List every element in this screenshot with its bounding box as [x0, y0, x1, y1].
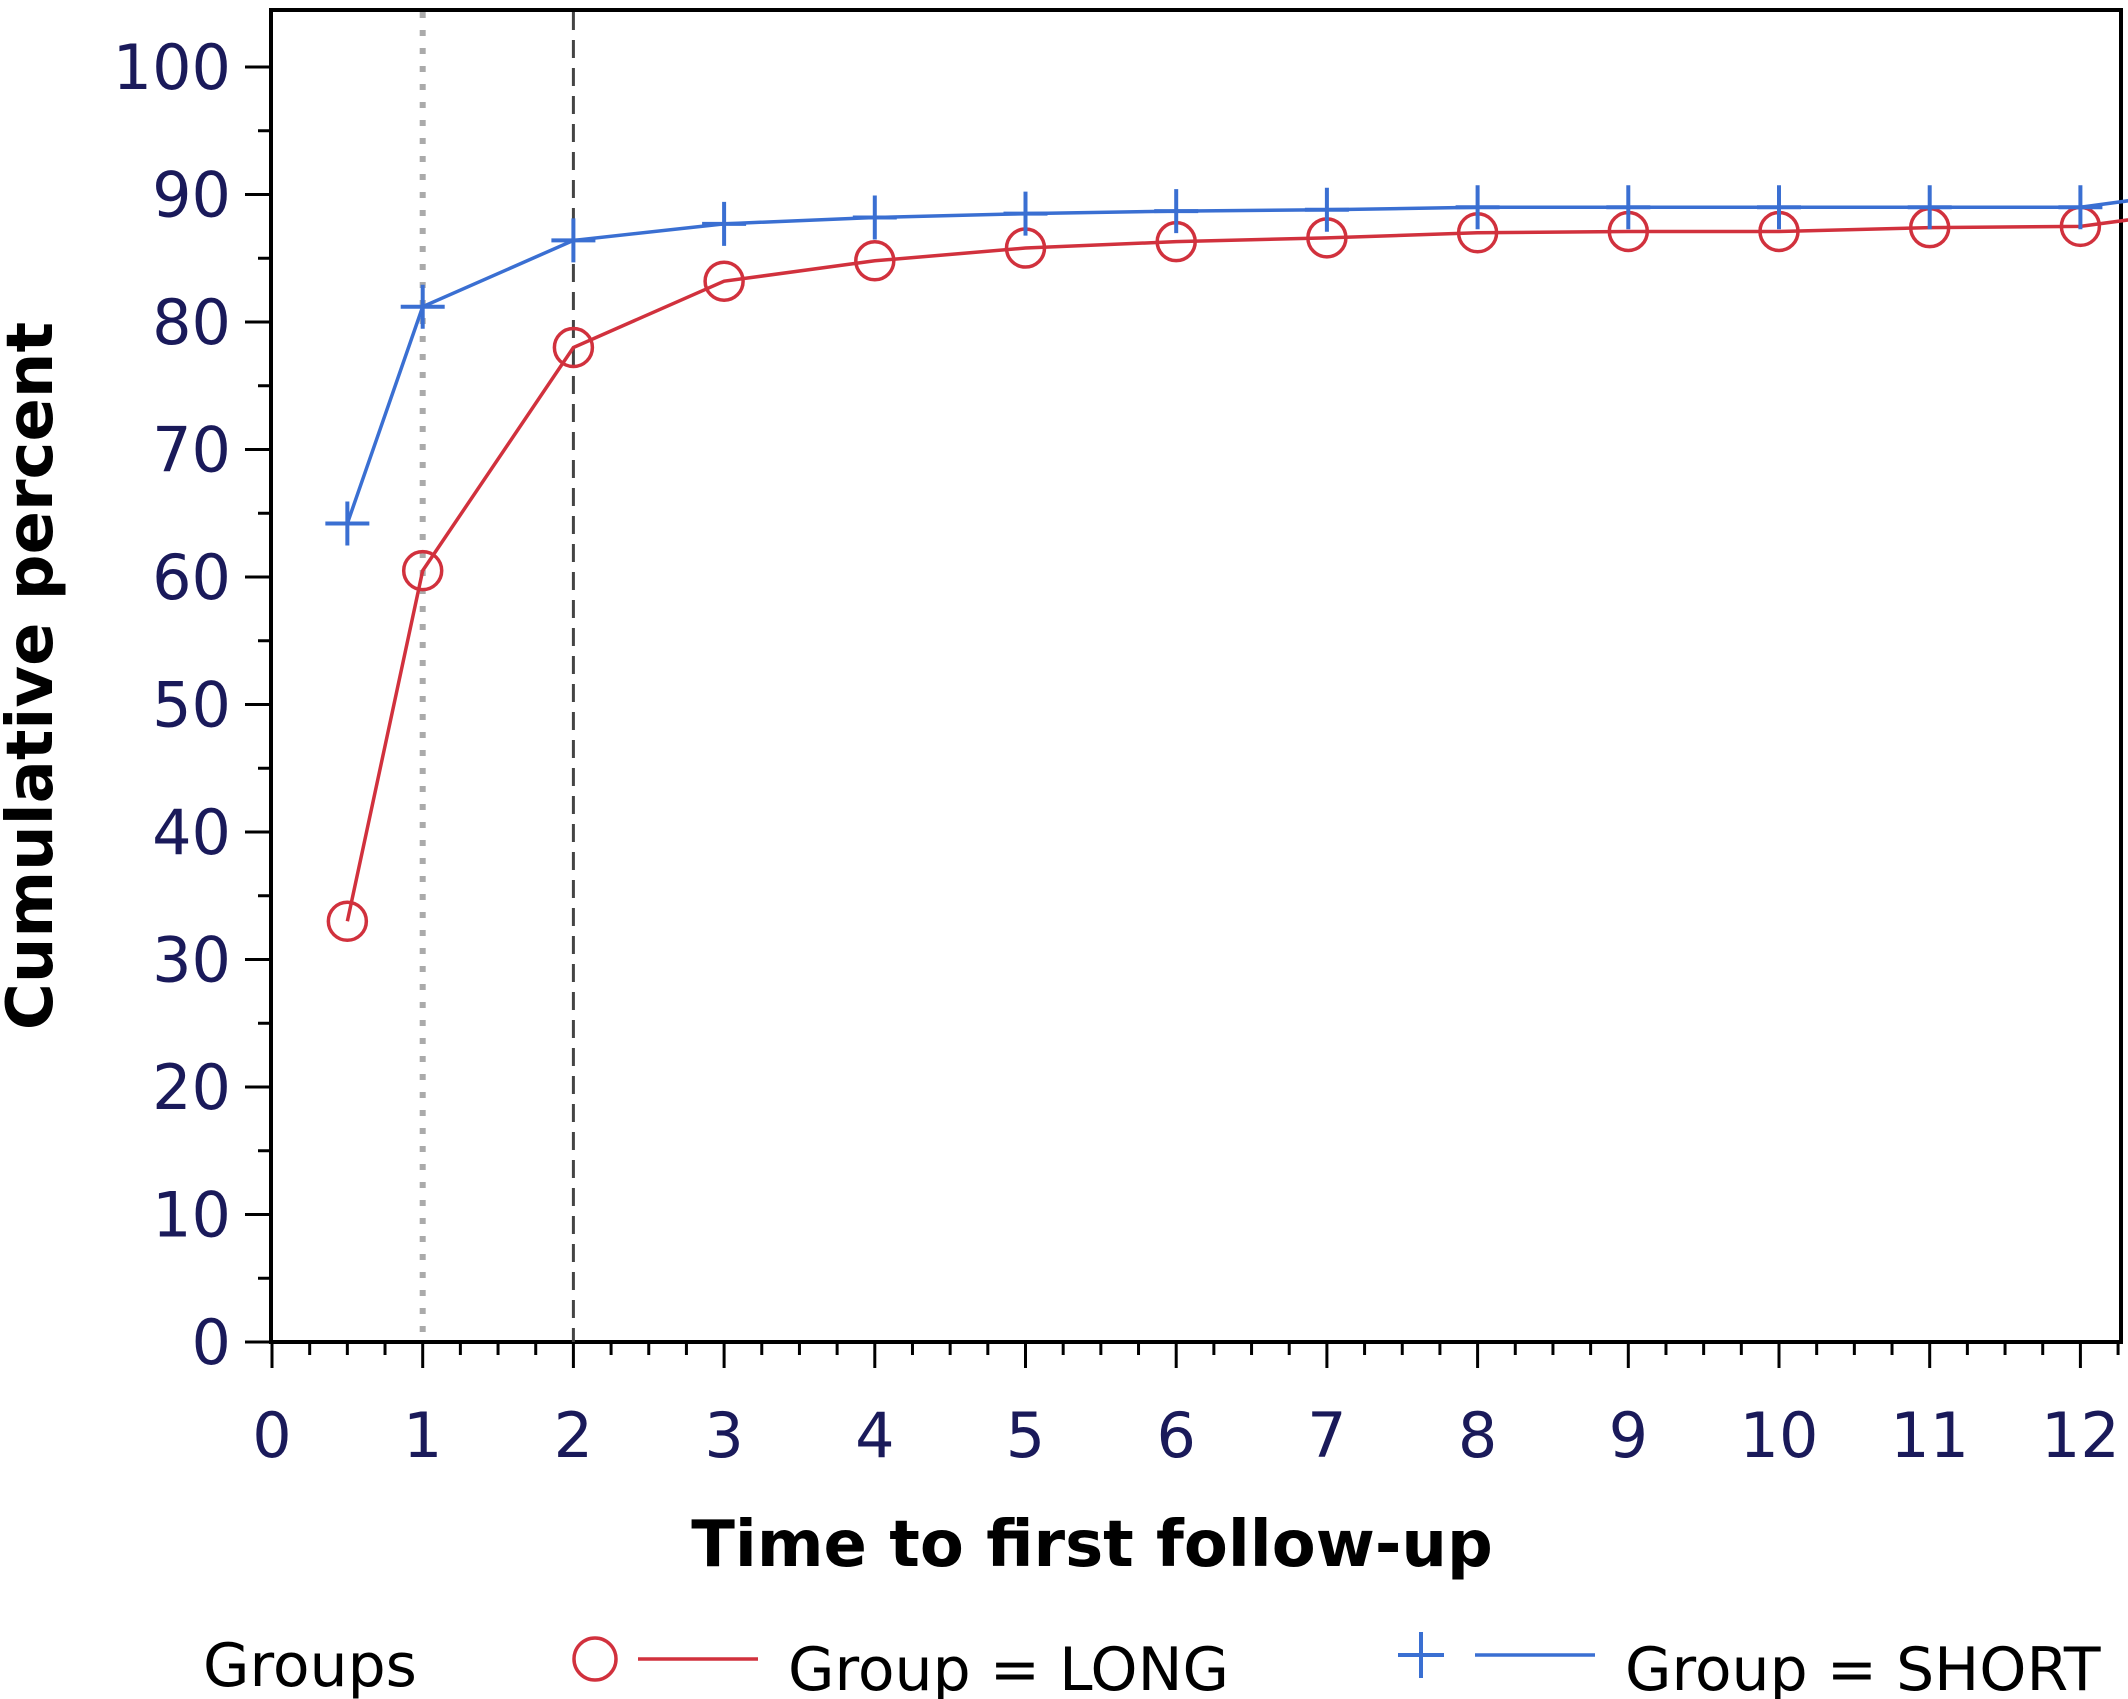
series-point-long: [401, 549, 444, 592]
x-tick-label: 10: [1740, 1399, 1819, 1472]
x-tick-label: 1: [403, 1399, 442, 1472]
y-tick-label: 0: [192, 1306, 231, 1379]
x-tick-label: 8: [1458, 1399, 1497, 1472]
x-tick-label: 3: [704, 1399, 743, 1472]
series-point-short: [852, 195, 897, 240]
series-point-short: [1304, 187, 1349, 232]
legend-label-long: Group = LONG: [788, 1635, 1229, 1699]
series-point-short: [1757, 185, 1801, 230]
x-tick-label: 4: [855, 1399, 894, 1472]
x-tick-label: 9: [1609, 1399, 1648, 1472]
y-axis-title: Cumulative percent: [0, 322, 68, 1030]
legend-label-short: Group = SHORT: [1625, 1635, 2101, 1699]
series-point-short: [702, 201, 747, 246]
y-tick-label: 60: [152, 541, 231, 614]
series-point-short: [400, 284, 445, 329]
reference-lines: [419, 12, 575, 1342]
x-tick-label: 11: [1890, 1399, 1969, 1472]
series-line-short: [345, 199, 2128, 525]
y-tick-label: 80: [152, 286, 231, 359]
series-point-short: [1606, 185, 1651, 230]
y-tick-label: 20: [152, 1051, 231, 1124]
legend: Groups Group = LONG Group = SHORT: [203, 1631, 2101, 1699]
series-layer: [325, 185, 2128, 942]
x-tick-label: 6: [1156, 1399, 1195, 1472]
y-tick-label: 10: [152, 1179, 231, 1252]
y-tick-label: 40: [152, 796, 231, 869]
series-point-short: [325, 501, 370, 546]
x-axis: 0 1 2 3 4 5 6 7 8 9 10 11 12: [252, 1342, 2120, 1472]
series-point-long: [854, 240, 896, 282]
series-point-short: [1907, 185, 1952, 230]
series-point-short: [1455, 185, 1500, 230]
series-point-short: [1003, 191, 1048, 236]
y-tick-label: 90: [152, 159, 231, 232]
series-point-long: [703, 260, 745, 302]
legend-marker-long: [572, 1636, 618, 1682]
legend-item-long: Group = LONG: [572, 1635, 1229, 1699]
x-tick-label: 0: [252, 1399, 291, 1472]
x-axis-title: Time to first follow-up: [691, 1508, 1493, 1582]
series-point-short: [2058, 185, 2103, 230]
series-point-short: [551, 218, 596, 263]
y-axis: 0 10 20 30 40 50 60 70 80 90 100: [113, 31, 271, 1379]
y-tick-label: 30: [152, 924, 231, 997]
series-line-long: [345, 218, 2128, 922]
series-point-short: [1154, 189, 1199, 234]
y-tick-label: 50: [152, 669, 231, 742]
legend-title: Groups: [203, 1631, 417, 1699]
series-point-long: [326, 900, 369, 942]
x-tick-label: 7: [1307, 1399, 1346, 1472]
x-tick-label: 2: [554, 1399, 593, 1472]
legend-item-short: Group = SHORT: [1398, 1632, 2101, 1699]
y-tick-label: 70: [152, 414, 231, 487]
x-tick-label: 5: [1006, 1399, 1045, 1472]
y-tick-label: 100: [113, 31, 231, 104]
series-point-long: [552, 326, 595, 369]
x-tick-label: 12: [2041, 1399, 2120, 1472]
